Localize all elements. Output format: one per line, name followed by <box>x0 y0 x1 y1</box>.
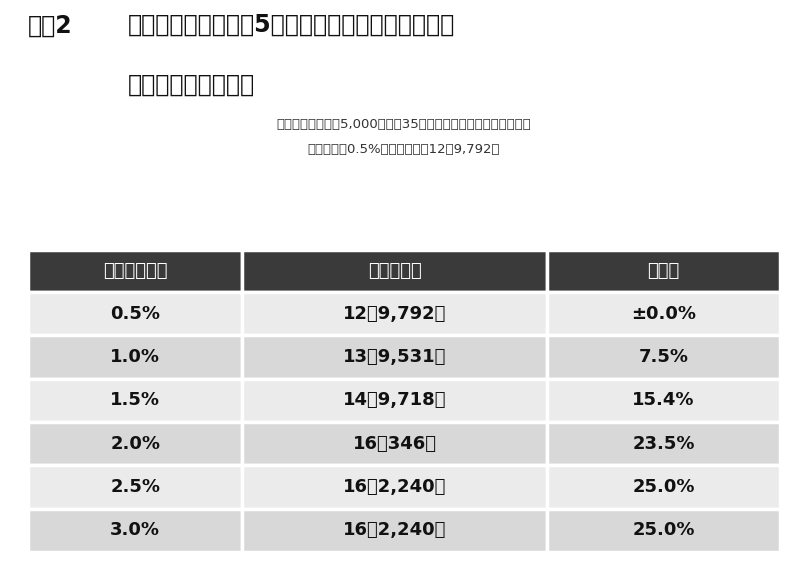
Text: ５年後の金利: ５年後の金利 <box>103 262 167 280</box>
Bar <box>547 250 780 292</box>
Bar <box>242 250 547 292</box>
Bar <box>547 465 780 509</box>
Text: 16万2,240円: 16万2,240円 <box>343 521 446 539</box>
Text: 23.5%: 23.5% <box>632 434 694 452</box>
Bar <box>28 379 242 422</box>
Text: 設定条件：借入額5,000万円、35年元利均等・ボーナス返済なし: 設定条件：借入額5,000万円、35年元利均等・ボーナス返済なし <box>277 118 531 131</box>
Bar <box>28 509 242 552</box>
Text: 12万9,792円: 12万9,792円 <box>343 305 446 323</box>
Text: 16万2,240円: 16万2,240円 <box>343 478 446 496</box>
Bar <box>242 422 547 465</box>
Bar <box>547 509 780 552</box>
Bar <box>242 465 547 509</box>
Text: 当初の金利0.5%、毎月返済額12万9,792円: 当初の金利0.5%、毎月返済額12万9,792円 <box>308 143 500 156</box>
Bar <box>547 379 780 422</box>
Text: 16万346円: 16万346円 <box>353 434 437 452</box>
Bar <box>547 336 780 379</box>
Text: 1.0%: 1.0% <box>110 348 160 366</box>
Text: 3.0%: 3.0% <box>110 521 160 539</box>
Bar <box>28 465 242 509</box>
Text: 0.5%: 0.5% <box>110 305 160 323</box>
Text: 2.0%: 2.0% <box>110 434 160 452</box>
Text: 13万9,531円: 13万9,531円 <box>343 348 446 366</box>
Text: 増額率: 増額率 <box>647 262 679 280</box>
Text: 毎月返済額: 毎月返済額 <box>368 262 422 280</box>
Text: 2.5%: 2.5% <box>110 478 160 496</box>
Text: 毎月返済額と増額率: 毎月返済額と増額率 <box>128 73 255 97</box>
Bar <box>547 292 780 336</box>
Text: 図表2: 図表2 <box>28 14 73 38</box>
Bar <box>242 292 547 336</box>
Bar <box>28 422 242 465</box>
Bar <box>242 379 547 422</box>
Bar <box>28 336 242 379</box>
Bar <box>28 292 242 336</box>
Text: 25.0%: 25.0% <box>632 478 694 496</box>
Text: 1.5%: 1.5% <box>110 391 160 409</box>
Text: 7.5%: 7.5% <box>638 348 689 366</box>
Text: 14万9,718円: 14万9,718円 <box>343 391 446 409</box>
Bar <box>28 250 242 292</box>
Text: 25.0%: 25.0% <box>632 521 694 539</box>
Bar <box>242 509 547 552</box>
Bar <box>547 422 780 465</box>
Text: ±0.0%: ±0.0% <box>631 305 696 323</box>
Bar <box>242 336 547 379</box>
Text: 変動金利型利用中で5年後に金利が上がったときの: 変動金利型利用中で5年後に金利が上がったときの <box>128 12 455 37</box>
Text: 15.4%: 15.4% <box>632 391 694 409</box>
